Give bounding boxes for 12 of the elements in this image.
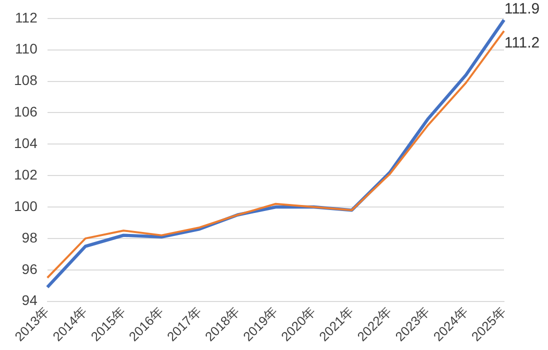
y-tick-label: 108 [14,72,38,88]
data-label: 111.2 [504,34,540,52]
y-tick-label: 110 [15,40,38,57]
y-tick-label: 96 [22,260,38,277]
y-tick-label: 104 [14,135,38,152]
y-tick-label: 106 [14,104,38,120]
y-tick-label: 102 [14,166,38,182]
y-tick-label: 100 [14,198,38,214]
data-label: 111.9 [504,0,540,18]
y-tick-label: 98 [22,229,38,246]
y-tick-label: 94 [22,292,38,308]
y-tick-label: 112 [15,9,38,26]
